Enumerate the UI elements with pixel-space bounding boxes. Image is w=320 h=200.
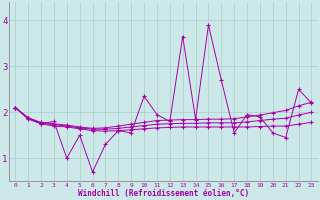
X-axis label: Windchill (Refroidissement éolien,°C): Windchill (Refroidissement éolien,°C) [78,189,249,198]
